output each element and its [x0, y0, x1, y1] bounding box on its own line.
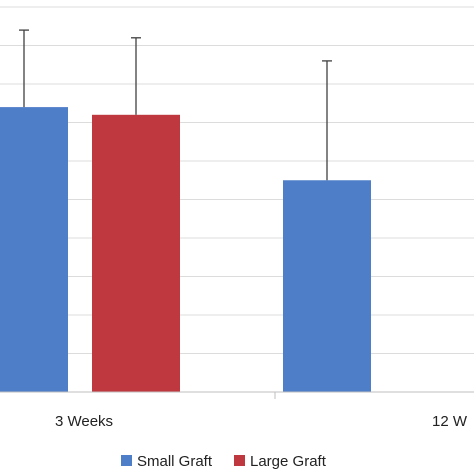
- legend-swatch-small-graft: [121, 455, 132, 466]
- x-tick-label-3-weeks: 3 Weeks: [55, 413, 113, 430]
- bar-small-graft-0: [0, 107, 68, 392]
- bar-small-graft-1: [283, 180, 371, 392]
- legend-label-large-graft: Large Graft: [250, 453, 327, 470]
- legend: Small Graft Large Graft: [121, 453, 327, 470]
- bar-large-graft-0: [92, 114, 180, 393]
- error-bars: [19, 29, 332, 181]
- bars: [0, 107, 371, 393]
- gridlines: [0, 6, 474, 354]
- legend-label-small-graft: Small Graft: [137, 453, 213, 470]
- x-tick-label-12-weeks: 12 W: [432, 413, 468, 430]
- legend-swatch-large-graft: [234, 455, 245, 466]
